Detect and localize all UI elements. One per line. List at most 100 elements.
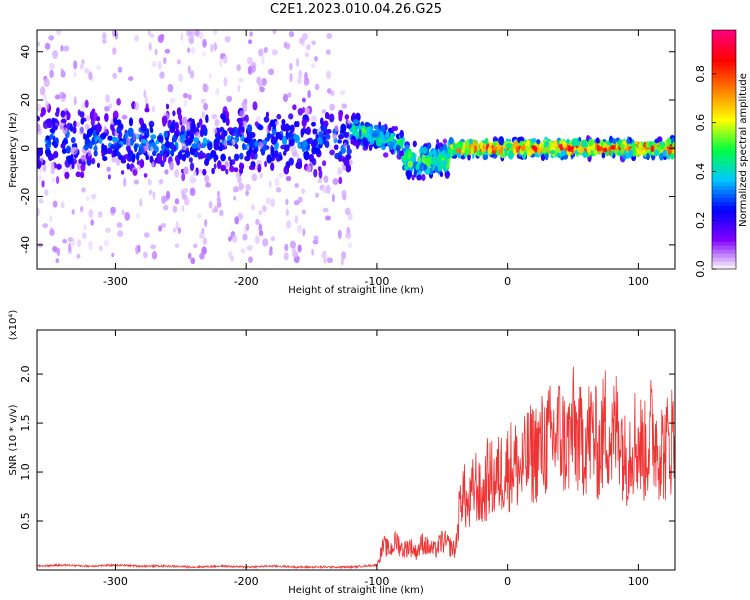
heatmap-cell xyxy=(284,243,289,252)
heatmap-cell xyxy=(281,119,286,125)
heatmap-cell xyxy=(224,160,229,168)
heatmap-cell xyxy=(121,114,128,120)
heatmap-cell xyxy=(289,240,296,249)
heatmap-cell xyxy=(181,116,188,125)
heatmap-cell xyxy=(49,69,54,78)
heatmap-cell xyxy=(289,73,293,82)
heatmap-cell xyxy=(254,140,259,147)
heatmap-cell xyxy=(283,144,290,152)
heatmap-cell xyxy=(364,122,370,128)
heatmap-cell xyxy=(41,107,46,116)
heatmap-cell xyxy=(138,117,144,124)
heatmap-cell xyxy=(182,153,186,162)
heatmap-cell xyxy=(61,93,67,99)
heatmap-cell xyxy=(37,207,40,217)
heatmap-cell xyxy=(151,251,158,260)
heatmap-cell xyxy=(169,97,176,104)
heatmap-cell xyxy=(211,208,217,214)
heatmap-cell xyxy=(566,138,570,144)
heatmap-cell xyxy=(71,160,75,170)
heatmap-cell xyxy=(110,206,116,214)
heatmap-cell xyxy=(346,148,352,155)
heatmap-cell xyxy=(152,191,156,200)
heatmap-cell xyxy=(379,130,385,140)
heatmap-cell xyxy=(163,57,167,65)
heatmap-cell xyxy=(370,138,375,145)
heatmap-cell xyxy=(228,156,231,162)
heatmap-cell xyxy=(190,257,196,264)
heatmap-cell xyxy=(96,116,100,122)
heatmap-cell xyxy=(105,94,110,103)
heatmap-cell xyxy=(38,198,44,204)
heatmap-cell xyxy=(252,149,257,154)
heatmap-cell xyxy=(246,124,253,134)
heatmap-cell xyxy=(112,72,118,79)
heatmap-cell xyxy=(297,244,302,253)
heatmap-cell xyxy=(291,138,295,146)
heatmap-cell xyxy=(88,209,94,218)
heatmap-cell xyxy=(213,30,218,35)
heatmap-cell xyxy=(297,77,302,85)
heatmap-cell xyxy=(110,123,115,131)
heatmap-cell xyxy=(332,193,335,203)
heatmap-cell xyxy=(173,205,178,213)
heatmap-cell xyxy=(215,87,220,95)
heatmap-cell xyxy=(302,228,306,237)
heatmap-cell xyxy=(304,52,310,57)
heatmap-cell xyxy=(325,49,331,55)
heatmap-cell xyxy=(49,134,54,140)
heatmap-cell xyxy=(49,215,53,223)
heatmap-cell xyxy=(301,188,305,195)
heatmap-cell xyxy=(37,123,41,133)
heatmap-cell xyxy=(154,48,158,56)
heatmap-cell xyxy=(235,144,239,150)
heatmap-cell xyxy=(257,163,262,173)
heatmap-cell xyxy=(94,144,97,152)
heatmap-cell xyxy=(214,154,219,161)
heatmap-cell xyxy=(165,190,171,200)
heatmap-cell xyxy=(149,33,155,38)
heatmap-cell xyxy=(325,112,330,119)
heatmap-cell xyxy=(189,162,195,172)
heatmap-cell xyxy=(211,114,217,120)
heatmap-cell xyxy=(188,94,192,100)
heatmap-cell xyxy=(200,98,206,104)
heatmap-cell xyxy=(225,117,230,126)
heatmap-cell xyxy=(247,56,253,65)
heatmap-cell xyxy=(287,92,292,98)
heatmap-cell xyxy=(147,30,151,36)
heatmap-cell xyxy=(263,46,268,54)
heatmap-cell xyxy=(254,235,260,245)
heatmap-cell xyxy=(125,137,131,146)
heatmap-cell xyxy=(329,149,335,156)
heatmap-cell xyxy=(357,139,361,145)
heatmap-cell xyxy=(345,154,352,160)
heatmap-cell xyxy=(623,150,627,155)
heatmap-cell xyxy=(237,212,243,221)
heatmap-cell xyxy=(411,174,415,181)
heatmap-cell xyxy=(318,169,323,179)
heatmap-cell xyxy=(178,113,182,121)
heatmap-cell xyxy=(283,41,287,49)
heatmap-cell xyxy=(259,230,264,237)
heatmap-cell xyxy=(226,95,233,103)
heatmap-cell xyxy=(202,137,208,145)
heatmap-cell xyxy=(612,138,617,145)
heatmap-cell xyxy=(238,182,244,190)
heatmap-cell xyxy=(70,137,76,144)
heatmap-cell xyxy=(492,146,497,151)
heatmap-cell xyxy=(123,136,127,145)
heatmap-cell xyxy=(80,205,84,213)
heatmap-cell xyxy=(203,127,208,136)
heatmap-cell xyxy=(318,137,323,145)
heatmap-cell xyxy=(327,257,333,264)
heatmap-cell xyxy=(190,177,197,183)
heatmap-cell xyxy=(310,140,317,148)
heatmap-cell xyxy=(270,162,275,171)
heatmap-cell xyxy=(164,49,171,54)
heatmap-cell xyxy=(160,33,165,40)
heatmap-cell xyxy=(303,141,308,148)
heatmap-cell xyxy=(107,135,113,141)
spectrogram-heatmap xyxy=(37,30,675,266)
heatmap-cell xyxy=(76,253,81,259)
